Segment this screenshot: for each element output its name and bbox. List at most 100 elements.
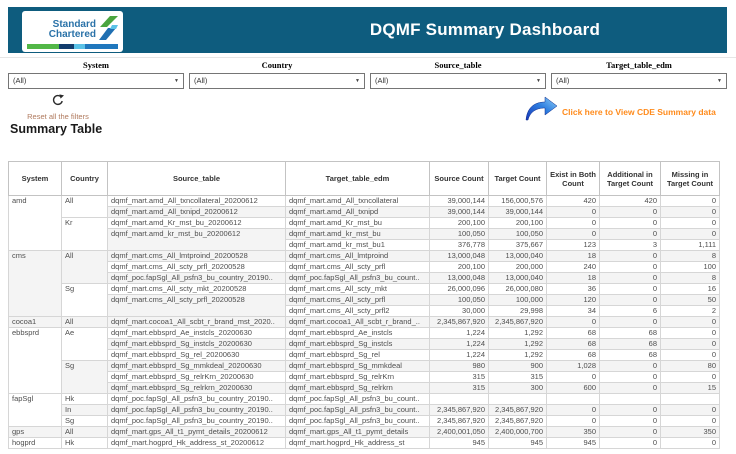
table-row: dqmf_mart.ebbsprd_Sg_relrKrn_20200630 dqm… xyxy=(9,371,720,383)
cell-additional-target-count: 0 xyxy=(599,283,661,295)
cell-missing-target-count: 15 xyxy=(660,382,720,394)
cell-source-table: dqmf_poc.fapSgl_All_psfn3_bu_country_201… xyxy=(107,404,286,416)
header-row: System Country Source_table Target_table_ed… xyxy=(8,161,720,196)
cell-target-count: 375,667 xyxy=(488,239,547,251)
filter-target-table-edm-label: Target_table_edm xyxy=(606,60,672,70)
cell-target-count: 1,292 xyxy=(488,349,547,361)
cell-source-count: 200,100 xyxy=(429,217,489,229)
cell-exist-both-count: 0 xyxy=(546,228,600,240)
filter-source-table: Source_table (All) ▼ xyxy=(370,60,546,89)
cell-target-count: 13,000,040 xyxy=(488,250,547,262)
cell-missing-target-count: 2 xyxy=(660,305,720,317)
cell-target-count: 29,998 xyxy=(488,305,547,317)
table-row: dqmf_mart.cms_All_scty_prfl_20200528 dqmf… xyxy=(9,294,720,317)
column-header-source-table: Source_table xyxy=(107,161,286,196)
table-row: Sg dqmf_mart.ebbsprd_Sg_mmkdeal_20200630 d… xyxy=(9,360,720,394)
table-row: dqmf_mart.cms_All_scty_prfl2 30,000 29,998… xyxy=(9,305,720,317)
cell-exist-both-count: 0 xyxy=(546,415,600,427)
filter-target-table-edm-select[interactable]: (All) ▼ xyxy=(551,73,727,89)
cell-exist-both-count: 0 xyxy=(546,206,600,218)
cell-source-table: dqmf_mart.cocoa1_All_scbt_r_brand_mst_20… xyxy=(107,316,286,328)
table-row: ebbsprd Ae dqmf_mart.ebbsprd_Ae_instcls_20… xyxy=(8,327,720,394)
cell-source-table: dqmf_mart.hogprd_Hk_address_st_20200612 xyxy=(107,437,286,449)
cell-source-count: 980 xyxy=(429,360,489,372)
cell-target-count: 2,345,867,920 xyxy=(488,316,547,328)
cell-additional-target-count: 6 xyxy=(599,305,661,317)
cell-missing-target-count xyxy=(660,393,720,405)
cell-source-table: dqmf_mart.amd_Kr_mst_bu_20200612 xyxy=(107,217,286,229)
cell-missing-target-count: 0 xyxy=(660,338,720,350)
column-header-source-count: Source Count xyxy=(429,161,489,196)
cell-source-count: 376,778 xyxy=(429,239,489,251)
table-row: Sg dqmf_poc.fapSgl_All_psfn3_bu_country_2… xyxy=(9,415,720,427)
cell-additional-target-count: 68 xyxy=(599,338,661,350)
table-row: dqmf_poc.fapSgl_All_psfn3_bu_country_201… xyxy=(9,272,720,284)
cell-source-count: 2,345,867,920 xyxy=(429,316,489,328)
cell-source-count: 945 xyxy=(429,437,489,449)
column-header-country: Country xyxy=(61,161,108,196)
filter-system-label: System xyxy=(83,60,109,70)
cell-target-table-edm: dqmf_mart.gps_All_t1_pymt_details xyxy=(285,426,430,438)
filter-source-table-value: (All) xyxy=(375,76,389,85)
table-row: dqmf_mart.amd_kr_mst_bu_20200612 dqmf_mar… xyxy=(9,228,720,251)
column-header-additional-target-count: Additional in Target Count xyxy=(599,161,661,196)
cell-source-count: 30,000 xyxy=(429,305,489,317)
filter-source-table-label: Source_table xyxy=(434,60,482,70)
reset-filters-button[interactable]: Reset all the filters xyxy=(18,94,98,121)
cell-missing-target-count: 1,111 xyxy=(660,239,720,251)
cell-target-table-edm: dqmf_mart.amd_All_txncollateral xyxy=(285,195,430,207)
cell-missing-target-count: 0 xyxy=(660,228,720,240)
cell-system: amd xyxy=(8,195,62,251)
cell-source-count: 1,224 xyxy=(429,349,489,361)
cell-additional-target-count: 0 xyxy=(599,382,661,394)
table-row: In dqmf_poc.fapSgl_All_psfn3_bu_country_2… xyxy=(9,404,720,416)
cell-exist-both-count: 0 xyxy=(546,371,600,383)
cell-source-table: dqmf_mart.ebbsprd_Sg_rel_20200630 xyxy=(107,349,286,361)
dropdown-caret-icon: ▼ xyxy=(174,78,179,84)
summary-table-head: System Country Source_table Target_table_ed… xyxy=(8,161,720,196)
cell-exist-both-count: 123 xyxy=(546,239,600,251)
cell-missing-target-count: 0 xyxy=(660,206,720,218)
table-row: hogprd Hk dqmf_mart.hogprd_Hk_address_st_2… xyxy=(8,437,720,449)
cell-source-table: dqmf_poc.fapSgl_All_psfn3_bu_country_201… xyxy=(107,415,286,427)
cell-exist-both-count: 36 xyxy=(546,283,600,295)
cell-source-count: 13,000,048 xyxy=(429,250,489,262)
cell-target-count: 200,000 xyxy=(488,261,547,273)
cell-country: All xyxy=(61,426,108,438)
cell-target-table-edm: dqmf_mart.cms_All_scty_prfl2 xyxy=(285,305,430,317)
cell-country: Kr xyxy=(61,217,108,251)
cell-country: Ae xyxy=(61,327,108,361)
cell-exist-both-count: 68 xyxy=(546,338,600,350)
cell-target-table-edm: dqmf_mart.ebbsprd_Sg_rel xyxy=(285,349,430,361)
filter-system-select[interactable]: (All) ▼ xyxy=(8,73,184,89)
filter-country-select[interactable]: (All) ▼ xyxy=(189,73,365,89)
cell-country: Hk xyxy=(61,393,108,405)
cell-source-table: dqmf_mart.cms_All_lmtproind_20200528 xyxy=(107,250,286,262)
cell-country: All xyxy=(61,195,108,218)
cell-additional-target-count: 0 xyxy=(599,250,661,262)
cell-additional-target-count: 0 xyxy=(599,272,661,284)
cell-missing-target-count: 80 xyxy=(660,360,720,372)
cell-target-table-edm: dqmf_mart.ebbsprd_Sg_relrKrn xyxy=(285,371,430,383)
cell-system: hogprd xyxy=(8,437,62,449)
column-header-exist-both-count: Exist in Both Count xyxy=(546,161,600,196)
cell-target-table-edm: dqmf_poc.fapSgl_All_psfn3_bu_count.. xyxy=(285,272,430,284)
blue-arrow-icon xyxy=(524,96,558,127)
table-row: dqmf_mart.ebbsprd_Sg_rel_20200630 dqmf_ma… xyxy=(9,349,720,361)
cde-summary-link[interactable]: Click here to View CDE Summary data xyxy=(524,96,716,127)
table-row: Kr dqmf_mart.amd_Kr_mst_bu_20200612 dqmf_m… xyxy=(9,217,720,251)
cell-target-count: 300 xyxy=(488,382,547,394)
cell-additional-target-count: 68 xyxy=(599,349,661,361)
cell-source-table: dqmf_mart.ebbsprd_Sg_relrKrn_20200630 xyxy=(107,371,286,383)
cell-target-table-edm: dqmf_poc.fapSgl_All_psfn3_bu_count.. xyxy=(285,393,430,405)
column-header-system: System xyxy=(8,161,62,196)
filter-bar: System (All) ▼ Country (All) ▼ Source_ta… xyxy=(0,57,736,92)
cell-additional-target-count: 0 xyxy=(599,371,661,383)
cell-exist-both-count xyxy=(546,393,600,405)
cde-summary-label: Click here to View CDE Summary data xyxy=(562,106,716,117)
cell-target-count: 13,000,040 xyxy=(488,272,547,284)
filter-country: Country (All) ▼ xyxy=(189,60,365,89)
cell-target-table-edm: dqmf_mart.cms_All_lmtproind xyxy=(285,250,430,262)
cell-missing-target-count: 0 xyxy=(660,415,720,427)
filter-source-table-select[interactable]: (All) ▼ xyxy=(370,73,546,89)
